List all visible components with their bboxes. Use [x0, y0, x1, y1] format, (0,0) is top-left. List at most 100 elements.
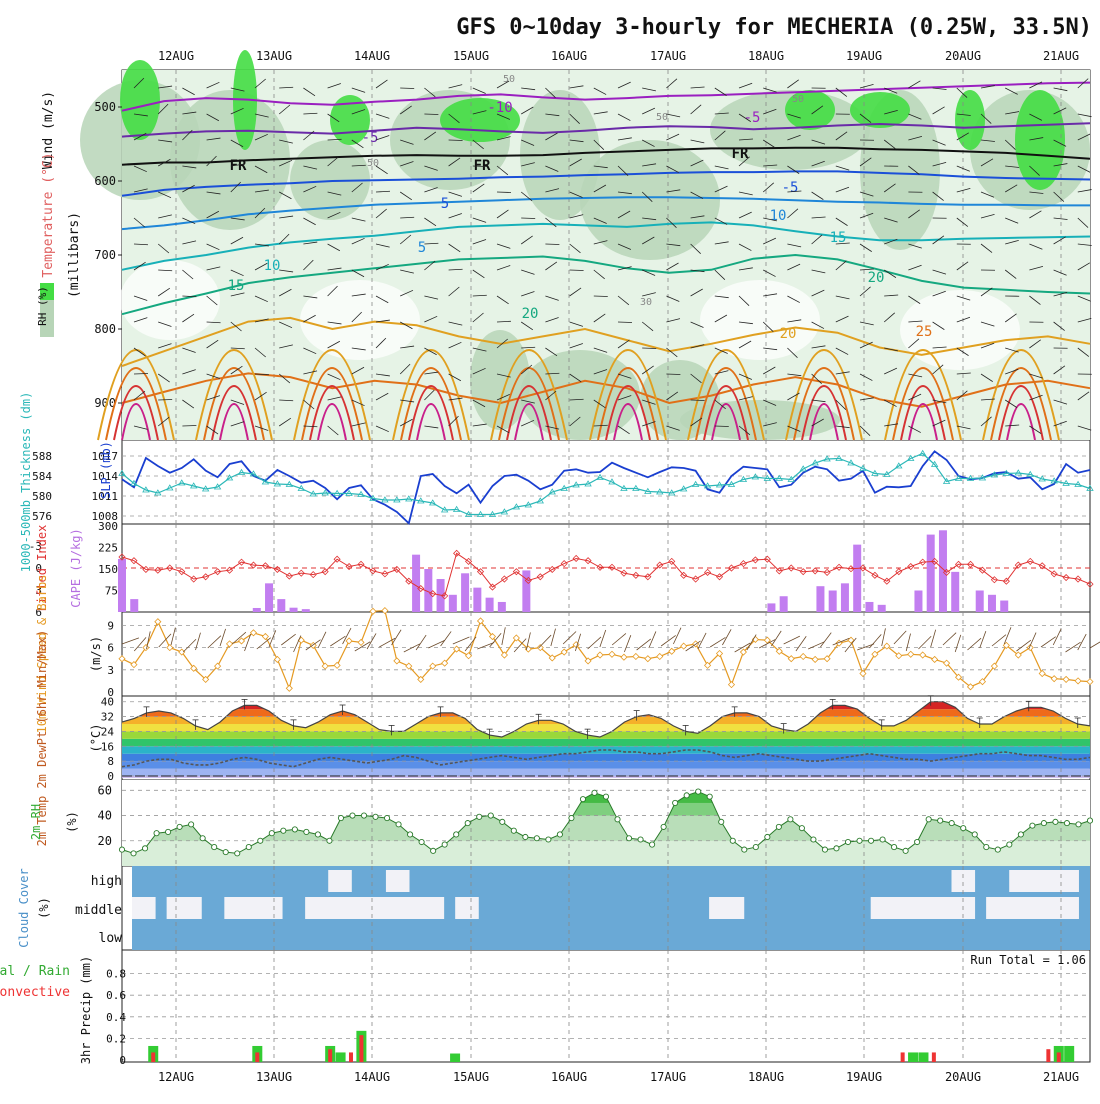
- rh-point: [350, 813, 355, 818]
- cloud-cell-middle: [951, 897, 963, 919]
- rh-point: [361, 813, 366, 818]
- cloud-axis-label: Cloud Cover: [17, 868, 31, 947]
- rh-point: [638, 837, 643, 842]
- rh-point: [811, 837, 816, 842]
- wind-speed-point: [1075, 678, 1081, 684]
- cloud-cell-high: [386, 870, 398, 892]
- cloud-cell-high: [1067, 870, 1079, 892]
- wind-barb-10m: [122, 638, 139, 644]
- rh-point: [523, 834, 528, 839]
- rh-high-area: [1015, 90, 1065, 190]
- precip-convective-bar: [151, 1052, 155, 1062]
- rh-point: [212, 844, 217, 849]
- cape-bar: [412, 555, 420, 612]
- cloud-cell-middle: [397, 897, 409, 919]
- cape-bar: [878, 605, 886, 612]
- wind-barb-10m: [612, 633, 626, 645]
- cloud-cell-middle: [328, 897, 340, 919]
- precip-tick-label: 0.4: [106, 1011, 126, 1024]
- wind-speed-point: [382, 608, 388, 614]
- cape-bar: [816, 586, 824, 612]
- rh-point: [995, 847, 1000, 852]
- precip-convective-bar: [1046, 1049, 1050, 1062]
- cloud-cell-middle: [421, 897, 433, 919]
- cape-bar: [130, 599, 138, 612]
- wind-barb-10m: [208, 636, 221, 648]
- cape-bar: [498, 602, 506, 612]
- cloud-cell-middle: [178, 897, 190, 919]
- cape-bar: [290, 608, 298, 612]
- rh-point: [442, 842, 447, 847]
- isotherm-label: 25: [916, 324, 933, 340]
- rh-point: [154, 831, 159, 836]
- rh-point: [765, 834, 770, 839]
- thickness-axis-label: 1000-500mb Thickness (dm): [19, 392, 33, 573]
- cloud-cell-middle: [259, 897, 271, 919]
- rh-point: [315, 832, 320, 837]
- wind-barb-10m: [894, 631, 906, 644]
- wind-barb-10m: [661, 635, 676, 646]
- precip-tick-label: 0.8: [106, 968, 126, 981]
- cloud-cell-middle: [271, 897, 283, 919]
- rh-contour-label: 50: [656, 112, 668, 123]
- rh-point: [649, 842, 654, 847]
- pressure-tick-label: 600: [94, 174, 116, 188]
- wind-speed-point: [597, 652, 603, 658]
- wind-speed-point: [358, 639, 364, 645]
- wind-barb-10m: [796, 636, 806, 651]
- temp-tick-label: 40: [101, 696, 114, 709]
- cloud-cell-middle: [409, 897, 421, 919]
- wind-barb-10m: [624, 635, 630, 652]
- wind-barb-10m: [722, 629, 731, 645]
- wind-barb-10m: [771, 631, 781, 646]
- rh2m-unit-label: (%): [65, 811, 79, 833]
- wind-speed-point: [800, 653, 806, 659]
- panel-frame-4: [122, 612, 1090, 696]
- isotherm-label: 15: [228, 278, 245, 294]
- cloud-cell-high: [1032, 870, 1044, 892]
- rh-high-area: [955, 90, 985, 150]
- date-label-top: 15AUG: [453, 49, 489, 63]
- wind-speed-point: [788, 656, 794, 662]
- cloud-cell-middle: [928, 897, 940, 919]
- rh-point: [327, 838, 332, 843]
- pressure-tick-label: 700: [94, 248, 116, 262]
- date-label-top: 12AUG: [158, 49, 194, 63]
- cape-bar: [927, 535, 935, 612]
- date-label-top: 13AUG: [256, 49, 292, 63]
- cloud-cell-middle: [236, 897, 248, 919]
- wind-barb-10m: [710, 637, 725, 647]
- date-label-top: 17AUG: [650, 49, 686, 63]
- temp-band: [122, 769, 1090, 776]
- wind-barb-10m: [232, 632, 246, 644]
- precip-convective-bar: [359, 1035, 363, 1062]
- wind-speed-point: [262, 634, 268, 640]
- rh-point: [938, 818, 943, 823]
- rh-point: [684, 793, 689, 798]
- rh-point: [569, 815, 574, 820]
- cloud-cell-high: [328, 870, 340, 892]
- precip-total-bar: [918, 1052, 928, 1062]
- rh-point: [200, 836, 205, 841]
- rh-point: [1041, 821, 1046, 826]
- wind-barb-10m: [588, 637, 601, 649]
- wind-tick-label: 6: [107, 642, 114, 655]
- cloud-cell-middle: [455, 897, 467, 919]
- chart-title: GFS 0~10day 3-hourly for MECHERIA (0.25W…: [456, 15, 1092, 40]
- wind-barb-10m: [955, 635, 961, 652]
- temperature-axis-label: Temperature (°C): [41, 152, 56, 277]
- thickness-tick-label: 576: [32, 510, 52, 523]
- temp-band: [122, 717, 1090, 724]
- rh-point: [915, 839, 920, 844]
- cloud-cell-middle: [190, 897, 202, 919]
- rh-point: [730, 838, 735, 843]
- precip-axis-label: 3hr Precip (mm): [79, 956, 93, 1064]
- wind-speed-point: [932, 656, 938, 662]
- wind-tick-label: 3: [107, 664, 114, 677]
- rh-tick-label: 60: [98, 783, 112, 797]
- wind-barb-10m: [563, 631, 576, 644]
- cape-bar: [988, 595, 996, 612]
- date-label-bottom: 20AUG: [945, 1070, 981, 1084]
- cloud-cell-middle: [351, 897, 363, 919]
- temp-bands: [122, 694, 1090, 778]
